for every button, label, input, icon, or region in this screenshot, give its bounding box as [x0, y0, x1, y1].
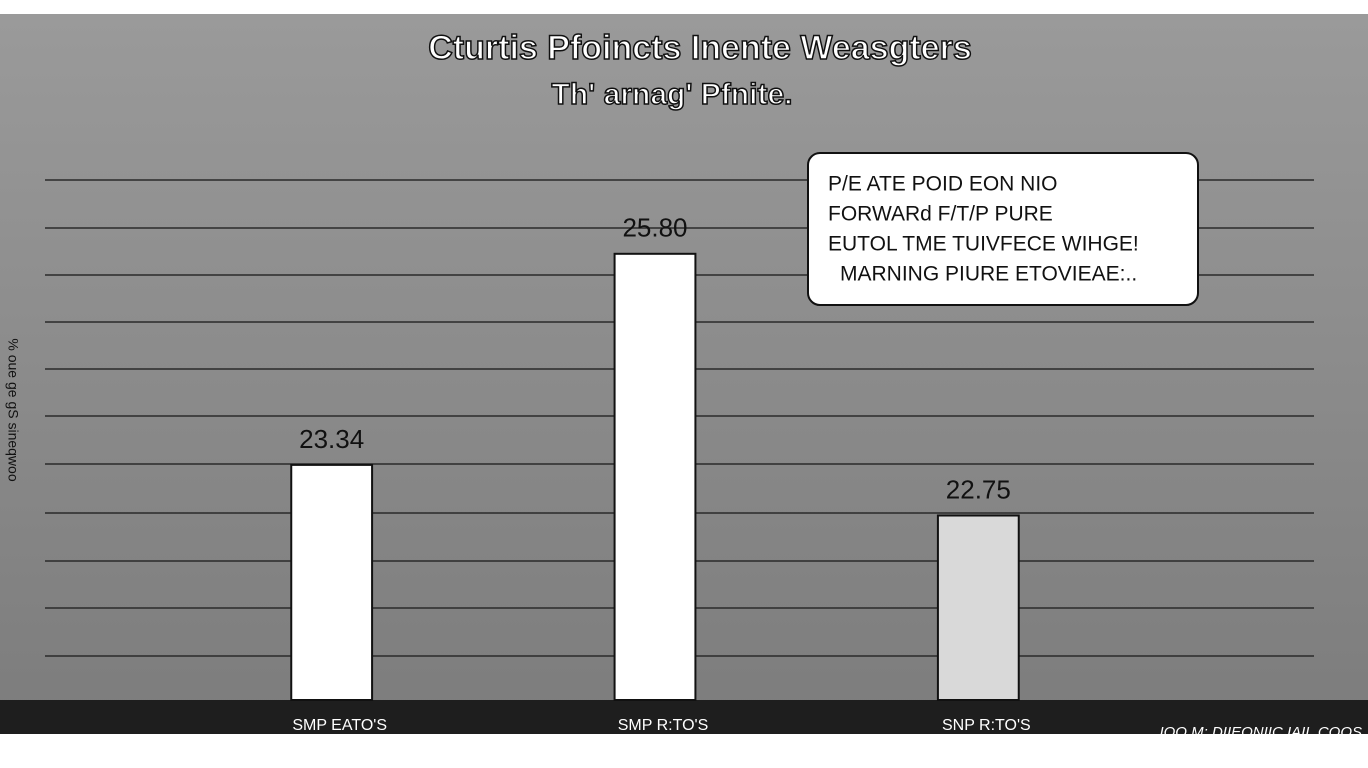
axis-strip	[0, 700, 1368, 734]
x-tick-label: SMP R:TO'S	[618, 717, 708, 734]
annotation-line: MARNING PIURE ETOVIEAE:..	[840, 263, 1137, 286]
annotation-box	[807, 152, 1199, 306]
value-label: 22.75	[946, 474, 1011, 504]
annotation-line: EUTOL TME TUIVFECE WIHGE!	[828, 233, 1139, 256]
y-axis-label: % oue ge gS sineqwoo	[5, 338, 21, 481]
x-tick-label: SNP R:TO'S	[942, 717, 1031, 734]
value-label: 25.80	[622, 213, 687, 243]
chart-subtitle: Th' arnag' Pfnite.	[552, 78, 793, 111]
bar	[613, 252, 697, 701]
value-label: 23.34	[299, 424, 364, 454]
bar	[290, 463, 374, 701]
annotation-line: FORWARd F/T/P PURE	[828, 203, 1053, 226]
bar	[936, 514, 1020, 701]
annotation-line: P/E ATE POID EON NIO	[828, 173, 1058, 196]
footnote: IOO M: DIIEONIIC IAIL.COOS	[1159, 724, 1362, 741]
x-tick-label: SMP EATO'S	[292, 717, 387, 734]
chart-title: Cturtis Pfoincts Inente Weasgters	[428, 29, 972, 67]
